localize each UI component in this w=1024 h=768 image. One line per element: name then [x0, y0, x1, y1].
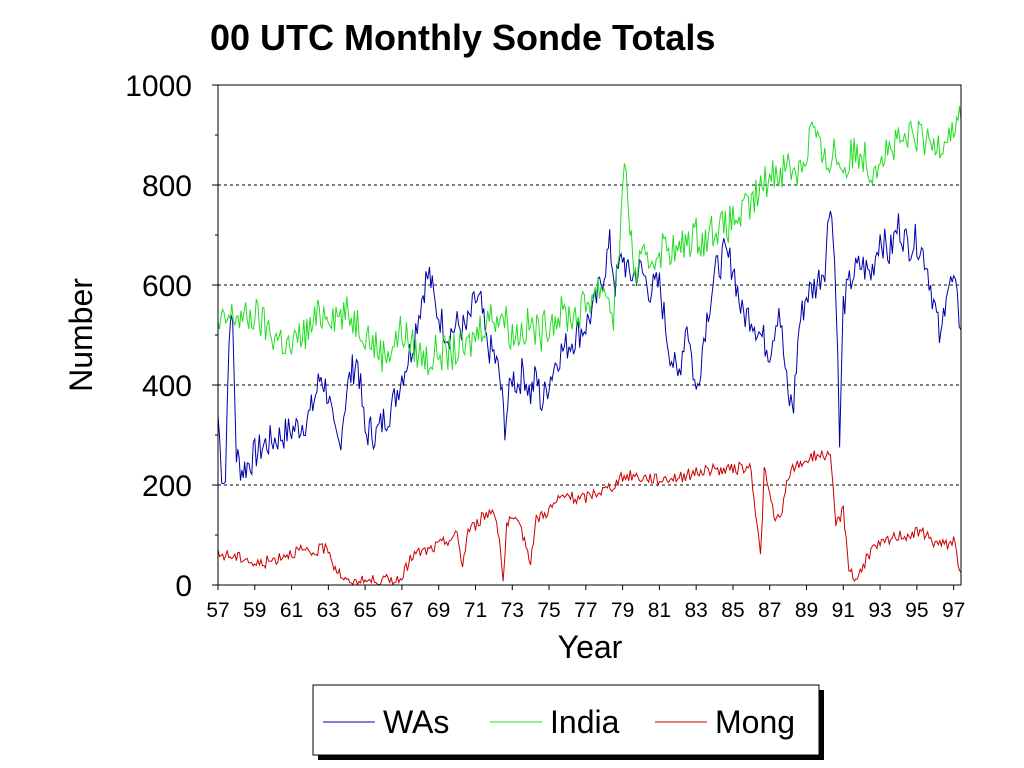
grid — [218, 184, 961, 486]
x-tick-label-16: 89 — [795, 599, 818, 622]
x-tick-label-0: 57 — [206, 599, 229, 622]
x-tick-label-5: 67 — [390, 599, 413, 622]
x-tick-label-18: 93 — [868, 599, 891, 622]
x-tick-label-4: 65 — [353, 599, 376, 622]
x-tick-label-2: 61 — [280, 599, 303, 622]
x-tick-label-20: 97 — [942, 599, 965, 622]
x-tick-label-6: 69 — [427, 599, 450, 622]
x-tick-label-11: 79 — [611, 599, 634, 622]
legend-label-mong: Mong — [715, 704, 795, 740]
y-tick-label-2: 400 — [142, 370, 192, 403]
x-axis-label: Year — [558, 629, 623, 665]
x-tick-label-8: 73 — [501, 599, 524, 622]
x-tick-label-15: 87 — [758, 599, 781, 622]
series-line-was — [217, 210, 962, 485]
series-lines — [217, 106, 962, 587]
series-line-india — [217, 106, 962, 376]
x-tick-label-1: 59 — [243, 599, 266, 622]
legend: WAs India Mong — [312, 684, 824, 760]
x-tick-label-7: 71 — [464, 599, 487, 622]
legend-box — [312, 684, 820, 756]
x-axis-ticks: 57 59 61 63 65 67 69 71 73 75 77 79 81 83 85 87 89 91 93 95… — [206, 585, 965, 622]
y-tick-label-3: 600 — [142, 270, 192, 303]
x-tick-label-3: 63 — [317, 599, 340, 622]
x-tick-label-10: 77 — [574, 599, 597, 622]
legend-label-india: India — [550, 704, 620, 740]
x-tick-label-9: 75 — [537, 599, 560, 622]
x-tick-label-17: 91 — [832, 599, 855, 622]
series-line-mong — [217, 450, 962, 587]
y-tick-label-5: 1000 — [125, 70, 192, 103]
x-tick-label-12: 81 — [648, 599, 671, 622]
x-tick-label-19: 95 — [905, 599, 928, 622]
y-axis-ticks: 0 200 400 600 800 1000 — [125, 70, 218, 603]
y-tick-label-0: 0 — [175, 570, 192, 603]
legend-label-was: WAs — [383, 704, 449, 740]
x-tick-label-14: 85 — [721, 599, 744, 622]
x-tick-label-13: 83 — [684, 599, 707, 622]
y-axis-label: Number — [63, 278, 99, 392]
y-tick-label-1: 200 — [142, 470, 192, 503]
chart-title: 00 UTC Monthly Sonde Totals — [210, 17, 715, 58]
y-tick-label-4: 800 — [142, 170, 192, 203]
